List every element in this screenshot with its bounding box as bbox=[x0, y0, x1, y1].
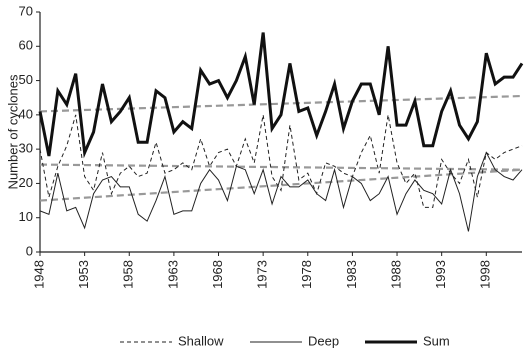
y-tick-label: 30 bbox=[19, 141, 33, 156]
legend-label: Shallow bbox=[178, 333, 224, 348]
x-tick-label: 1978 bbox=[299, 260, 314, 289]
series-line bbox=[38, 32, 524, 159]
x-tick-label: 1973 bbox=[255, 260, 270, 289]
legend-label: Sum bbox=[423, 333, 450, 348]
y-tick-label: 70 bbox=[19, 3, 33, 18]
x-tick-label: 1983 bbox=[344, 260, 359, 289]
legend-label: Deep bbox=[308, 333, 339, 348]
x-tick-label: 1963 bbox=[165, 260, 180, 289]
x-tick-label: 1993 bbox=[433, 260, 448, 289]
x-tick-label: 1998 bbox=[478, 260, 493, 289]
series-line bbox=[39, 151, 523, 232]
y-tick-label: 60 bbox=[19, 38, 33, 53]
y-tick-label: 20 bbox=[19, 175, 33, 190]
x-tick-label: 1948 bbox=[31, 260, 46, 289]
x-tick-label: 1968 bbox=[210, 260, 225, 289]
x-tick-label: 1953 bbox=[76, 260, 91, 289]
y-tick-label: 0 bbox=[26, 243, 33, 258]
y-tick-label: 50 bbox=[19, 72, 33, 87]
trend-line bbox=[39, 168, 523, 202]
series-line bbox=[39, 114, 523, 208]
y-tick-label: 10 bbox=[19, 209, 33, 224]
y-tick-label: 40 bbox=[19, 106, 33, 121]
y-axis-title: Number of cyclones bbox=[5, 74, 20, 189]
trend-line bbox=[39, 163, 523, 171]
x-tick-label: 1958 bbox=[121, 260, 136, 289]
x-tick-label: 1988 bbox=[388, 260, 403, 289]
